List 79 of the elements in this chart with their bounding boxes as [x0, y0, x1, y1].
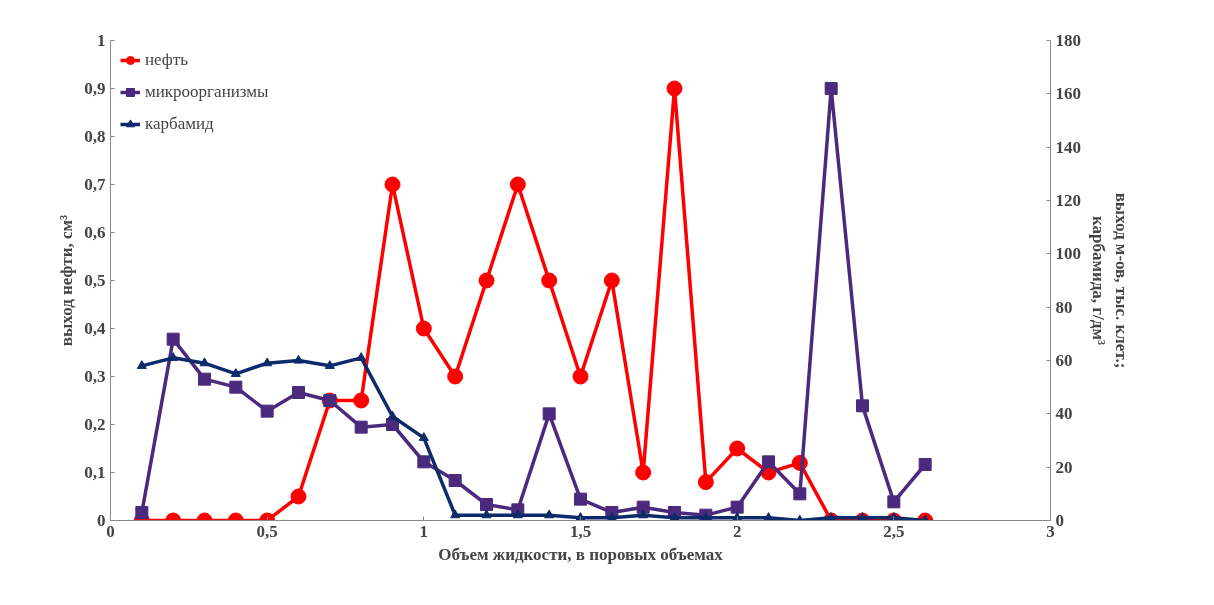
point	[512, 509, 523, 519]
y2-tick-label: 180	[1055, 31, 1081, 50]
point	[198, 372, 211, 386]
x-tick-label: 1	[419, 521, 429, 541]
point	[793, 487, 807, 501]
x-tick-label: 2,5	[883, 521, 905, 541]
point	[415, 320, 432, 337]
y-tick-label: 0,6	[84, 223, 106, 242]
point	[260, 404, 274, 418]
point	[541, 272, 558, 289]
point	[544, 509, 555, 519]
y-tick-label: 0,5	[84, 271, 106, 290]
y2-tick-label: 20	[1055, 457, 1073, 477]
y-tick-label: 0,3	[84, 367, 106, 386]
point	[136, 360, 147, 369]
point	[293, 354, 304, 364]
point	[478, 272, 495, 289]
y-tick-label: 0,1	[84, 463, 106, 482]
y2-tick-label: 100	[1055, 244, 1081, 264]
point	[700, 512, 711, 521]
y-axis-title: выход нефти, см³	[57, 214, 77, 347]
point	[447, 368, 464, 385]
legend-label: карбамид	[145, 114, 214, 134]
y-tick-label: 1	[97, 31, 106, 50]
x-tick-label: 0,5	[256, 521, 278, 541]
point	[638, 509, 649, 519]
point	[448, 474, 462, 487]
y2-tick-label: 140	[1055, 137, 1081, 157]
point	[824, 82, 838, 95]
x-tick-label: 3	[1046, 521, 1055, 541]
point	[856, 399, 869, 413]
point	[481, 509, 492, 519]
point	[606, 512, 617, 521]
point	[417, 455, 431, 469]
y2-tick-label: 160	[1055, 84, 1081, 104]
x-axis-title: Объем жидкости, в поровых объемах	[438, 544, 724, 564]
y-tick-label: 0,9	[84, 79, 106, 98]
point	[763, 512, 774, 521]
y2-tick-label: 120	[1055, 191, 1081, 210]
y-tick-label: 0,2	[84, 415, 106, 434]
y-tick-label: 0,4	[84, 319, 106, 338]
point	[356, 352, 367, 361]
point	[669, 512, 680, 521]
point	[636, 500, 650, 514]
y-tick-label: 0,8	[84, 127, 106, 146]
point	[918, 458, 932, 471]
point	[509, 176, 526, 193]
x-tick-label: 1,5	[569, 521, 592, 541]
point	[574, 492, 587, 506]
point	[887, 495, 901, 509]
point	[135, 506, 149, 519]
x-tick-label: 2	[732, 521, 742, 541]
point	[572, 368, 589, 385]
point	[450, 509, 461, 519]
legend-label: нефть	[145, 50, 189, 70]
point	[387, 410, 398, 420]
point	[168, 352, 179, 361]
point	[730, 500, 744, 514]
point	[229, 380, 243, 394]
point	[262, 357, 273, 367]
point	[418, 432, 429, 441]
point	[354, 420, 368, 434]
point	[603, 272, 620, 289]
y2-tick-label: 60	[1055, 351, 1073, 370]
point	[230, 368, 241, 377]
y2-tick-label: 40	[1055, 404, 1073, 424]
point	[480, 498, 493, 511]
legend-label: микроорганизмы	[145, 82, 269, 102]
point	[292, 386, 305, 399]
y-tick-label: 0,7	[84, 175, 106, 194]
point	[384, 176, 401, 193]
point	[166, 332, 180, 346]
point	[353, 392, 370, 409]
point	[542, 407, 556, 421]
y2-axis-title: выход м-ов, тыс. клет.; карбамида, г/дм³	[1089, 192, 1131, 369]
y2-tick-label: 80	[1055, 297, 1073, 317]
point	[762, 455, 775, 469]
point	[199, 357, 210, 367]
point	[324, 360, 335, 369]
